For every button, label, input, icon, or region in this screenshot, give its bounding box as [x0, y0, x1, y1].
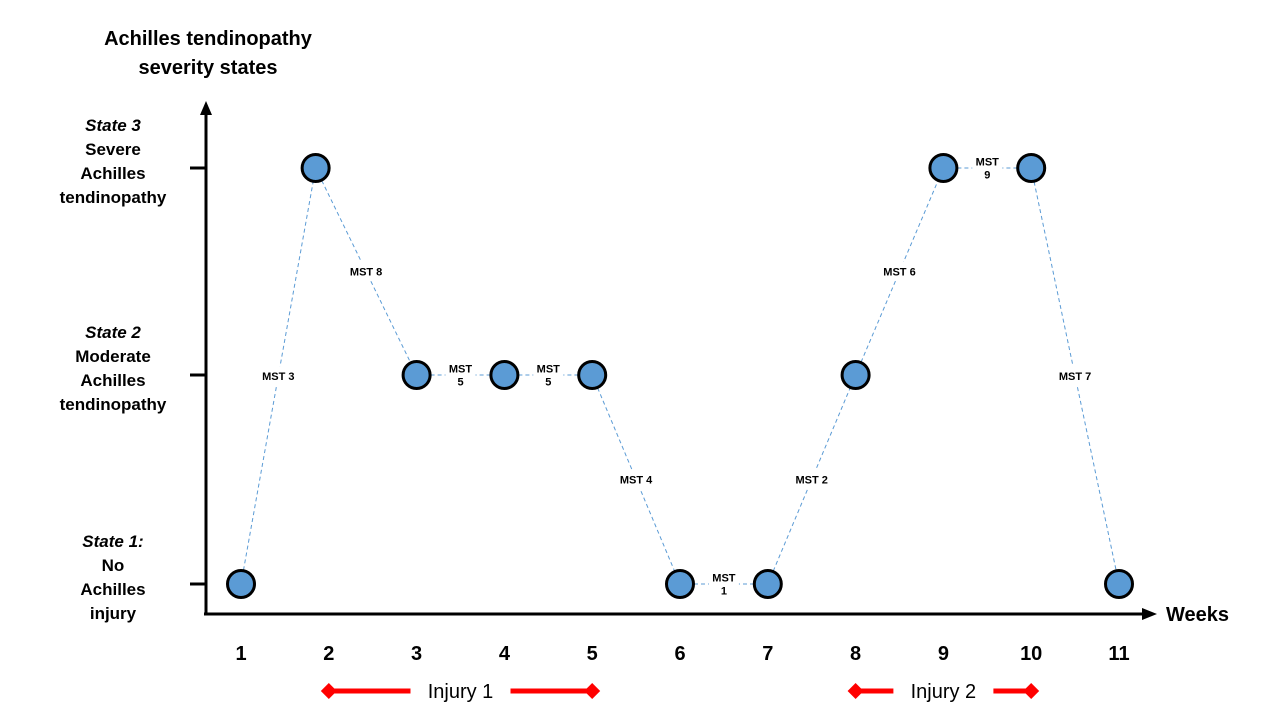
state-label-line: Moderate — [75, 347, 151, 366]
x-tick-label: 5 — [587, 643, 598, 665]
x-tick-label: 6 — [674, 643, 685, 665]
transition-label: MST 6 — [883, 267, 915, 279]
x-tick-label: 3 — [411, 643, 422, 665]
transition-label-bg — [533, 359, 564, 391]
transition-label: MST — [976, 157, 1000, 169]
transition-label: 9 — [984, 170, 990, 182]
state-nodes — [226, 153, 1134, 599]
injury-endpoint-diamond — [584, 683, 601, 699]
transition-label: 1 — [721, 586, 727, 598]
state-node — [577, 360, 608, 390]
transition-label-bg — [877, 262, 922, 281]
transition-label: MST 3 — [262, 371, 294, 383]
x-tick-label: 10 — [1020, 643, 1042, 665]
diagram-title-line-2: severity states — [139, 57, 278, 79]
state-node — [665, 569, 695, 599]
injury-endpoint-diamond — [847, 683, 864, 699]
transition-label: 5 — [545, 377, 551, 389]
injury-label: Injury 1 — [428, 681, 494, 703]
state-label-line: tendinopathy — [60, 188, 167, 207]
transition-label-bg — [972, 152, 1003, 184]
state-label-line: No — [102, 556, 125, 575]
state-node — [226, 569, 256, 599]
transition-label: MST 2 — [795, 475, 827, 487]
x-tick-label: 11 — [1108, 643, 1129, 665]
state-node — [840, 360, 871, 390]
state-label-line: injury — [90, 604, 137, 623]
x-axis-label: Weeks — [1166, 604, 1229, 626]
x-tick-label: 1 — [235, 643, 246, 665]
axes: Weeks — [200, 101, 1229, 626]
transition-label-bg — [614, 470, 659, 489]
state-label-line: Achilles — [80, 371, 145, 390]
transition-label-bg — [445, 359, 476, 391]
state-node — [928, 153, 959, 183]
transition-label: MST — [449, 364, 473, 376]
state-label-heading: State 1: — [82, 532, 143, 551]
x-tick-label: 9 — [938, 643, 949, 665]
injury-endpoint-diamond — [1023, 683, 1040, 699]
transition-label-bg — [256, 366, 301, 386]
state-label-line: Severe — [85, 140, 141, 159]
diagram-title-line-1: Achilles tendinopathy — [104, 28, 313, 50]
transition-label-bg — [1053, 366, 1098, 386]
state-labels: State 3 Severe Achilles tendinopathy State 2… — [60, 116, 167, 623]
y-axis-arrowhead — [200, 101, 212, 115]
x-tick-label: 2 — [323, 643, 334, 665]
transition-label-bg — [344, 262, 389, 281]
x-tick-label: 7 — [762, 643, 773, 665]
transition-label: MST — [712, 573, 736, 585]
injury-periods: Injury 1 Injury 2 — [320, 681, 1040, 703]
state-label-heading: State 2 — [85, 323, 141, 342]
state-label-line: Achilles — [80, 164, 145, 183]
transition-label-bg — [789, 470, 834, 489]
state-label-line: Achilles — [80, 580, 145, 599]
x-tick-label: 8 — [850, 643, 861, 665]
state-node — [300, 153, 331, 183]
state-node — [489, 360, 520, 390]
y-axis-ticks — [190, 166, 206, 586]
x-axis-ticks: 1 2 3 4 5 6 7 8 9 10 11 — [235, 643, 1129, 665]
state-node — [1016, 153, 1047, 183]
transition-label: 5 — [457, 377, 463, 389]
transition-label: MST 8 — [350, 267, 382, 279]
state-label-line: tendinopathy — [60, 395, 167, 414]
transition-label-bg — [708, 568, 739, 600]
state-node — [1104, 569, 1134, 599]
state-label-heading: State 3 — [85, 116, 141, 135]
x-axis-arrowhead — [1142, 608, 1157, 620]
injury-label: Injury 2 — [911, 681, 977, 703]
x-tick-label: 4 — [499, 643, 511, 665]
transition-label: MST 7 — [1059, 371, 1091, 383]
state-node — [401, 360, 432, 390]
transition-label: MST — [537, 364, 561, 376]
injury-endpoint-diamond — [320, 683, 337, 699]
transition-label: MST 4 — [620, 475, 653, 487]
state-node — [752, 569, 783, 599]
